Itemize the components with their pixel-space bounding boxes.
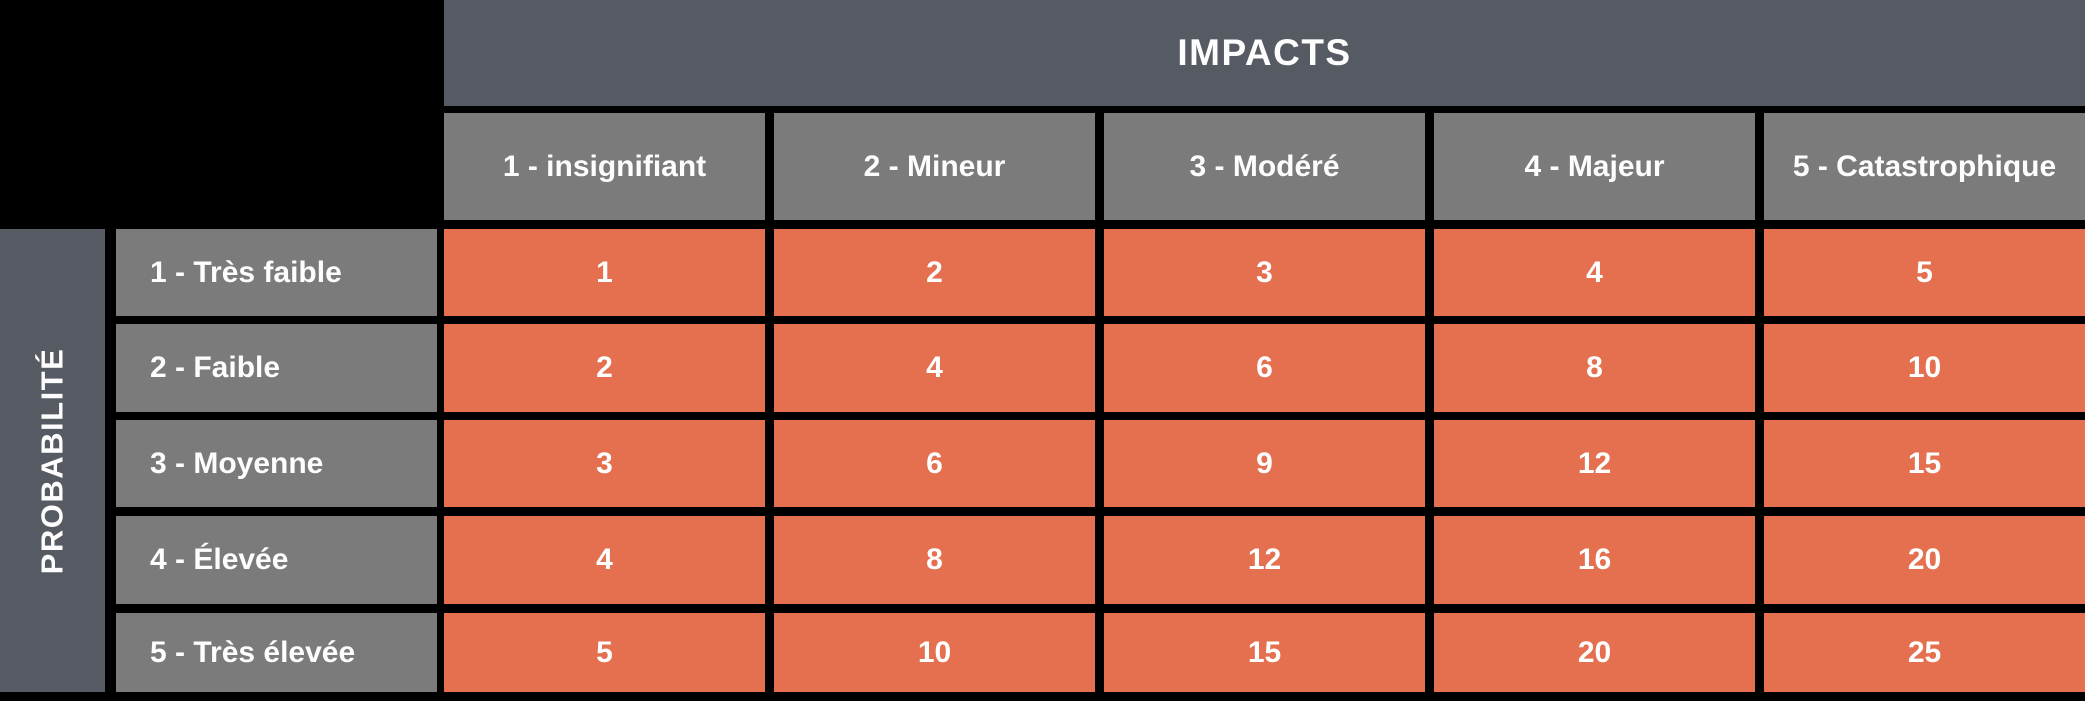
impact-column-header-5: 5 - Catastrophique [1764,113,2085,220]
risk-cell-r1-c1: 1 [444,229,765,316]
probability-row-header-2: 2 - Faible [116,324,437,412]
probability-axis-label: PROBABILITÉ [34,347,70,574]
risk-cell-r4-c2: 8 [774,516,1095,604]
risk-cell-r3-c4: 12 [1434,420,1755,507]
risk-cell-r4-c1: 4 [444,516,765,604]
risk-cell-r3-c1: 3 [444,420,765,507]
probability-row-header-1: 1 - Très faible [116,229,437,316]
risk-cell-r2-c2: 4 [774,324,1095,412]
risk-cell-r2-c3: 6 [1104,324,1425,412]
probability-row-header-4: 4 - Élevée [116,516,437,604]
risk-cell-r5-c1: 5 [444,613,765,692]
risk-cell-r1-c3: 3 [1104,229,1425,316]
impact-column-header-4: 4 - Majeur [1434,113,1755,220]
risk-cell-r5-c2: 10 [774,613,1095,692]
impact-column-header-2: 2 - Mineur [774,113,1095,220]
impacts-axis-header: IMPACTS [444,0,2085,106]
risk-cell-r2-c1: 2 [444,324,765,412]
risk-cell-r1-c5: 5 [1764,229,2085,316]
risk-cell-r3-c3: 9 [1104,420,1425,507]
risk-cell-r4-c3: 12 [1104,516,1425,604]
risk-cell-r4-c4: 16 [1434,516,1755,604]
impact-column-header-3: 3 - Modéré [1104,113,1425,220]
probability-row-header-5: 5 - Très élevée [116,613,437,692]
risk-cell-r4-c5: 20 [1764,516,2085,604]
probability-row-header-3: 3 - Moyenne [116,420,437,507]
risk-cell-r1-c4: 4 [1434,229,1755,316]
risk-cell-r2-c5: 10 [1764,324,2085,412]
risk-cell-r5-c4: 20 [1434,613,1755,692]
risk-cell-r5-c3: 15 [1104,613,1425,692]
impact-column-header-1: 1 - insignifiant [444,113,765,220]
risk-cell-r1-c2: 2 [774,229,1095,316]
risk-cell-r3-c2: 6 [774,420,1095,507]
probability-axis-header: PROBABILITÉ [0,229,105,692]
risk-cell-r2-c4: 8 [1434,324,1755,412]
impacts-axis-label: IMPACTS [1177,32,1352,73]
risk-cell-r3-c5: 15 [1764,420,2085,507]
risk-cell-r5-c5: 25 [1764,613,2085,692]
